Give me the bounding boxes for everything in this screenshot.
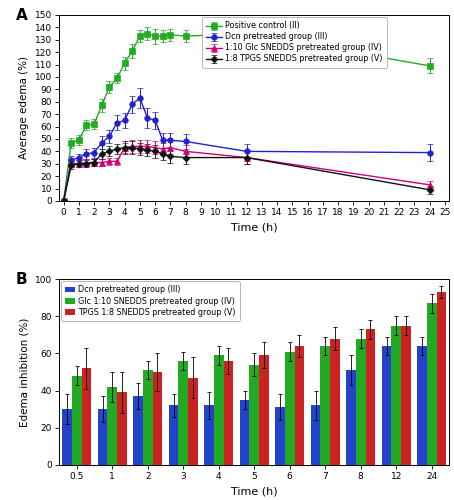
Bar	[346, 370, 356, 465]
X-axis label: Time (h): Time (h)	[231, 486, 277, 496]
Bar	[240, 400, 249, 465]
Legend: Positive control (II), Dcn pretreated group (III), 1:10 Glc SNEDDS pretreated gr: Positive control (II), Dcn pretreated gr…	[202, 18, 387, 68]
Bar	[330, 338, 340, 465]
Bar	[356, 338, 365, 465]
Bar	[169, 406, 178, 465]
Text: B: B	[16, 272, 28, 286]
Bar	[436, 292, 446, 465]
Bar	[62, 409, 72, 465]
Bar	[427, 303, 436, 465]
Bar	[204, 406, 214, 465]
Bar	[133, 396, 143, 465]
Bar	[108, 387, 117, 465]
Bar	[72, 376, 82, 465]
Bar	[143, 370, 153, 465]
Bar	[401, 326, 410, 465]
Bar	[188, 378, 197, 465]
Bar	[285, 352, 295, 465]
Bar	[249, 364, 259, 465]
Bar	[382, 346, 391, 465]
Bar	[214, 356, 223, 465]
Y-axis label: Average edema (%): Average edema (%)	[19, 56, 29, 160]
Bar	[417, 346, 427, 465]
Bar	[82, 368, 91, 465]
Bar	[153, 372, 162, 465]
Bar	[117, 392, 127, 465]
Bar	[276, 408, 285, 465]
Bar	[223, 361, 233, 465]
Y-axis label: Edema inhibition (%): Edema inhibition (%)	[19, 318, 29, 426]
Bar	[391, 326, 401, 465]
Bar	[98, 409, 108, 465]
Legend: Dcn pretreated group (III), Glc 1:10 SNEDDS pretreated group (IV), TPGS 1:8 SNED: Dcn pretreated group (III), Glc 1:10 SNE…	[61, 282, 240, 321]
Bar	[295, 346, 304, 465]
Text: A: A	[16, 8, 28, 22]
Bar	[321, 346, 330, 465]
X-axis label: Time (h): Time (h)	[231, 222, 277, 232]
Bar	[311, 406, 321, 465]
Bar	[259, 356, 269, 465]
Bar	[365, 330, 375, 465]
Bar	[178, 361, 188, 465]
